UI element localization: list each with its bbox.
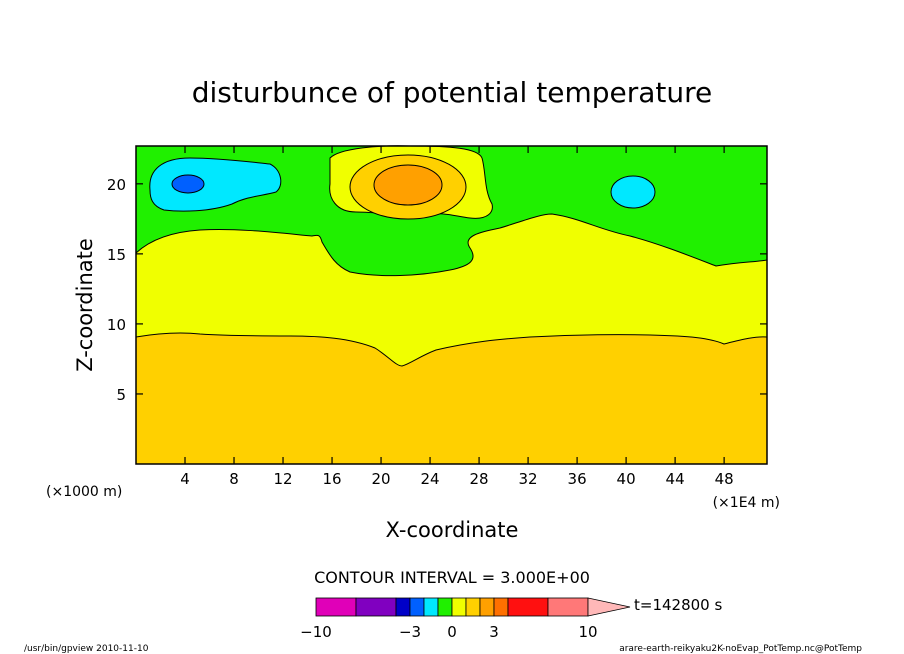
cold-cell-right bbox=[610, 175, 656, 209]
cold-cell-left bbox=[149, 157, 282, 212]
colorbar-tick-label: 10 bbox=[578, 623, 597, 641]
x-tick-label: 40 bbox=[617, 470, 636, 488]
y-tick-label: 10 bbox=[107, 316, 126, 334]
plot-frame bbox=[135, 145, 768, 465]
y-axis-label: Z-coordinate bbox=[73, 238, 97, 372]
x-tick-label: 32 bbox=[519, 470, 538, 488]
colorbar-swatch bbox=[423, 597, 439, 617]
colorbar-swatch bbox=[479, 597, 495, 617]
x-tick-label: 20 bbox=[372, 470, 391, 488]
x-tick-label: 8 bbox=[229, 470, 239, 488]
colorbar-swatch bbox=[409, 597, 425, 617]
colorbar-swatch bbox=[507, 597, 549, 617]
x-unit-right: (×1E4 m) bbox=[713, 495, 780, 511]
warm-core bbox=[373, 164, 443, 206]
colorbar-extension-arrow bbox=[587, 597, 631, 617]
y-tick-label: 20 bbox=[107, 176, 126, 194]
colorbar bbox=[315, 597, 631, 617]
footer-right: arare-earth-reikyaku2K-noEvap_PotTemp.nc… bbox=[619, 644, 862, 654]
time-label: t=142800 s bbox=[634, 596, 722, 614]
colorbar-tick-label: 3 bbox=[489, 623, 499, 641]
contour-fills bbox=[135, 145, 768, 465]
contour-interval: CONTOUR INTERVAL = 3.000E+00 bbox=[314, 568, 590, 587]
colorbar-swatch bbox=[395, 597, 411, 617]
y-tick-label: 5 bbox=[116, 386, 126, 404]
x-axis-label: X-coordinate bbox=[386, 518, 519, 542]
band-lowest bbox=[135, 332, 768, 465]
colorbar-tick-label: −10 bbox=[300, 623, 332, 641]
x-tick-label: 48 bbox=[715, 470, 734, 488]
x-unit-left: (×1000 m) bbox=[46, 484, 122, 500]
chart-title: disturbunce of potential temperature bbox=[192, 76, 713, 109]
colorbar-swatch bbox=[437, 597, 453, 617]
colorbar-swatch bbox=[493, 597, 509, 617]
x-tick-label: 4 bbox=[180, 470, 190, 488]
colorbar-swatch bbox=[465, 597, 481, 617]
colorbar-swatch bbox=[355, 597, 397, 617]
x-tick-label: 28 bbox=[470, 470, 489, 488]
x-tick-label: 16 bbox=[322, 470, 341, 488]
colorbar-tick-label: −3 bbox=[399, 623, 421, 641]
colorbar-labels: −10 −3 0 3 10 bbox=[300, 623, 597, 641]
x-tick-label: 36 bbox=[568, 470, 587, 488]
colorbar-swatch bbox=[451, 597, 467, 617]
colorbar-swatch bbox=[547, 597, 589, 617]
y-tick-label: 15 bbox=[107, 246, 126, 264]
y-axis: 5 10 15 20 bbox=[107, 176, 767, 404]
x-tick-label: 44 bbox=[666, 470, 685, 488]
footer-left: /usr/bin/gpview 2010-11-10 bbox=[24, 644, 149, 654]
x-axis: 4 8 12 16 20 24 28 32 36 40 44 48 bbox=[180, 146, 734, 488]
colorbar-tick-label: 0 bbox=[447, 623, 457, 641]
x-tick-label: 24 bbox=[421, 470, 440, 488]
x-tick-label: 12 bbox=[273, 470, 292, 488]
cold-core-left bbox=[171, 174, 205, 194]
colorbar-swatch bbox=[315, 597, 357, 617]
